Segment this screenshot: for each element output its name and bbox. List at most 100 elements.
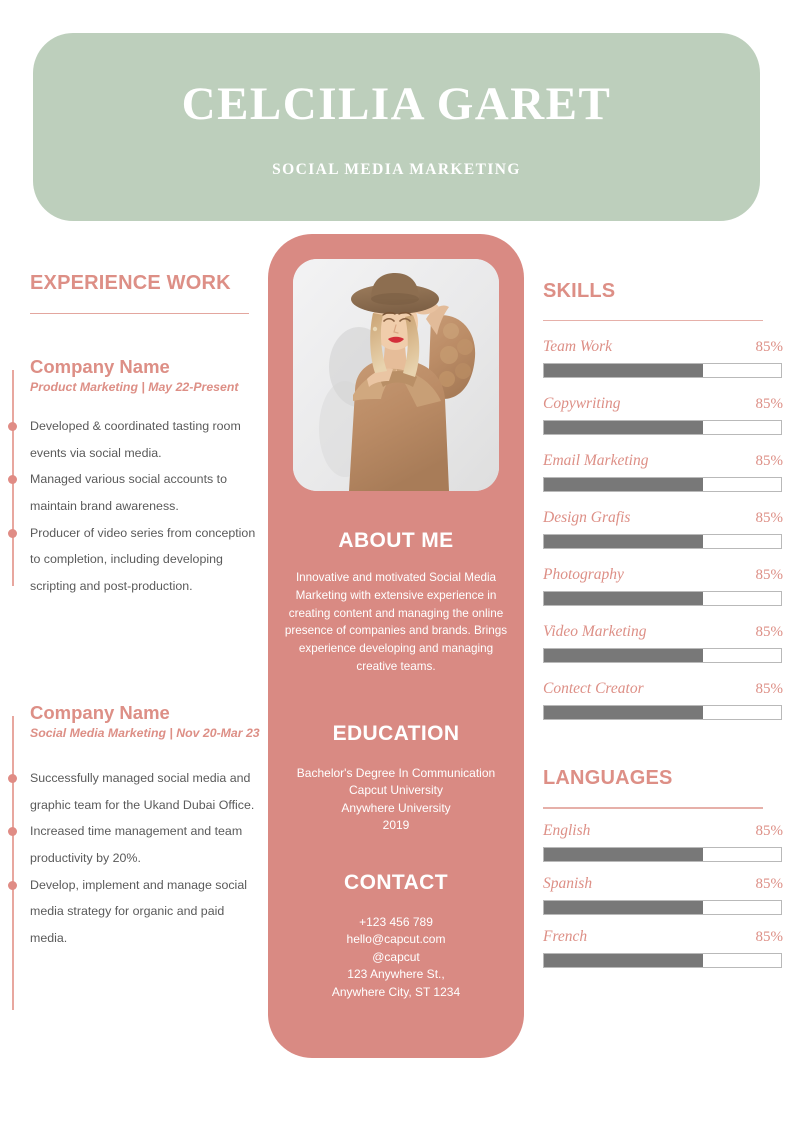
skills-divider [543, 320, 763, 322]
language-progress-track [543, 846, 782, 862]
skill-progress-fill [544, 364, 703, 378]
education-section: EDUCATION Bachelor's Degree In Communica… [268, 722, 524, 835]
contact-email[interactable]: hello@capcut.com [346, 932, 446, 947]
education-line: 2019 [382, 818, 410, 833]
skill-percent: 85% [755, 510, 784, 527]
skill-label: Team Work [543, 338, 613, 356]
skill-row: Contect Creator 85% [543, 680, 783, 721]
experience-heading: EXPERIENCE WORK [30, 272, 231, 294]
language-percent: 85% [755, 928, 784, 945]
job-bullet: Successfully managed social media and gr… [7, 765, 262, 818]
candidate-role: SOCIAL MEDIA MARKETING [272, 161, 521, 178]
skill-label: Copywriting [543, 395, 621, 413]
skill-progress-track [543, 477, 782, 493]
contact-details: +123 456 789 hello@capcut.com @capcut 12… [268, 914, 524, 1001]
language-header: Spanish 85% [543, 875, 783, 893]
language-row: French 85% [543, 928, 783, 968]
skill-header: Contect Creator 85% [543, 680, 783, 698]
skill-header: Team Work 85% [543, 338, 783, 356]
skill-percent: 85% [755, 396, 784, 413]
skill-progress-track [543, 705, 782, 721]
skill-header: Design Grafis 85% [543, 509, 783, 527]
job-role-dates: Product Marketing | May 22-Present [30, 380, 239, 395]
language-progress-track [543, 952, 782, 968]
education-line: Anywhere University [341, 800, 451, 815]
language-row: Spanish 85% [543, 875, 783, 915]
job-company-name: Company Name [30, 356, 170, 377]
about-text: Innovative and motivated Social Media Ma… [284, 571, 508, 673]
experience-column: EXPERIENCE WORK Company Name Product Mar… [0, 272, 262, 1032]
skill-row: Team Work 85% [543, 338, 783, 379]
languages-section: LANGUAGES English 85% Spanish 85% [543, 767, 783, 968]
skill-progress-track [543, 534, 782, 550]
job-bullet: Managed various social accounts to maint… [7, 466, 262, 519]
language-row: English 85% [543, 822, 783, 862]
bullet-dot-icon [7, 422, 17, 432]
language-label: French [543, 927, 588, 945]
skill-progress-fill [544, 592, 703, 606]
education-heading: EDUCATION [332, 722, 460, 745]
about-heading: ABOUT ME [338, 529, 454, 552]
skill-progress-fill [544, 421, 703, 435]
skill-percent: 85% [755, 339, 784, 356]
contact-phone[interactable]: +123 456 789 [359, 915, 433, 929]
contact-address-line-2: Anywhere City, ST 1234 [331, 984, 461, 999]
experience-divider [30, 313, 249, 315]
contact-section: CONTACT +123 456 789 hello@capcut.com @c… [268, 871, 524, 1001]
skill-progress-fill [544, 535, 703, 549]
experience-entry: Company Name Product Marketing | May 22-… [0, 356, 262, 600]
skill-header: Copywriting 85% [543, 395, 783, 413]
about-section: ABOUT ME Innovative and motivated Social… [268, 529, 524, 676]
job-bullet-list: Successfully managed social media and gr… [7, 765, 262, 952]
skill-row: Email Marketing 85% [543, 452, 784, 493]
language-percent: 85% [755, 875, 784, 892]
skill-label: Contect Creator [543, 680, 644, 698]
skill-progress-track [543, 363, 782, 379]
language-progress-track [543, 899, 782, 915]
language-progress-fill [544, 953, 703, 967]
bullet-dot-icon [7, 827, 17, 837]
skill-header: Photography 85% [543, 566, 783, 584]
bullet-dot-icon [7, 880, 17, 890]
timeline-line-job-2 [12, 716, 14, 1010]
job-bullet-text: Increased time management and team produ… [30, 824, 243, 866]
language-progress-fill [544, 847, 703, 861]
job-bullet-text: Develop, implement and manage social med… [30, 877, 247, 946]
candidate-name: CELCILIA GARET [181, 78, 612, 130]
profile-card: ABOUT ME Innovative and motivated Social… [268, 234, 524, 1058]
skill-progress-track [543, 648, 782, 664]
skill-header: Video Marketing 85% [543, 623, 783, 641]
skill-row: Video Marketing 85% [543, 623, 783, 664]
skill-percent: 85% [755, 681, 784, 698]
bullet-dot-icon [7, 774, 17, 784]
language-progress-fill [544, 900, 703, 914]
bullet-dot-icon [7, 475, 17, 485]
education-line: Capcut University [348, 783, 444, 798]
languages-divider [543, 807, 763, 809]
skill-label: Design Grafis [543, 509, 631, 527]
job-bullet: Developed & coordinated tasting room eve… [7, 413, 262, 466]
skill-progress-track [543, 591, 782, 607]
bullet-dot-icon [7, 528, 17, 538]
language-percent: 85% [755, 822, 784, 839]
contact-handle[interactable]: @capcut [372, 949, 420, 964]
contact-address-line-1: 123 Anywhere St., [347, 967, 445, 982]
education-line: Bachelor's Degree In Communication [296, 766, 496, 780]
skill-progress-fill [544, 706, 703, 720]
experience-entry: Company Name Social Media Marketing | No… [0, 702, 262, 952]
language-label: Spanish [543, 874, 593, 892]
skill-percent: 85% [755, 453, 784, 470]
job-bullet: Producer of video series from conception… [7, 520, 262, 600]
job-bullet-list: Developed & coordinated tasting room eve… [7, 413, 262, 600]
languages-heading: LANGUAGES [543, 767, 673, 790]
job-company-name: Company Name [30, 702, 170, 723]
language-label: English [543, 821, 591, 839]
job-bullet-text: Managed various social accounts to maint… [30, 472, 227, 514]
skill-percent: 85% [755, 624, 784, 641]
skill-label: Photography [543, 566, 624, 584]
job-bullet-text: Successfully managed social media and gr… [30, 771, 255, 812]
skill-label: Video Marketing [543, 623, 647, 641]
job-role-dates: Social Media Marketing | Nov 20-Mar 23 [30, 726, 260, 741]
skill-row: Copywriting 85% [543, 395, 783, 436]
